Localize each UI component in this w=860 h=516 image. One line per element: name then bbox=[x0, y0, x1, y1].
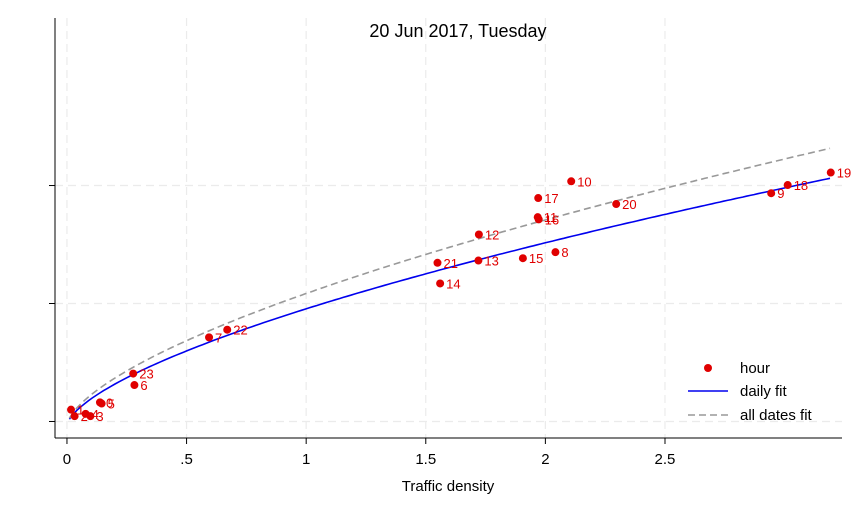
point-label: 14 bbox=[446, 276, 460, 291]
data-point bbox=[567, 177, 576, 186]
data-point bbox=[612, 200, 621, 209]
axes bbox=[54, 18, 842, 439]
x-tick-label: 2 bbox=[541, 451, 549, 468]
point-label: 23 bbox=[139, 367, 153, 382]
chart-title: 20 Jun 2017, Tuesday bbox=[369, 21, 546, 41]
legend-label: hour bbox=[740, 360, 770, 377]
point-label: 3 bbox=[96, 409, 103, 424]
point-label: 16 bbox=[545, 212, 559, 227]
data-point bbox=[70, 412, 79, 421]
point-label: 15 bbox=[529, 251, 543, 266]
data-point bbox=[130, 381, 139, 390]
point-label: 21 bbox=[443, 256, 457, 271]
y-ticks bbox=[49, 185, 55, 422]
data-point bbox=[436, 279, 445, 288]
data-point bbox=[205, 333, 214, 342]
x-axis-label: Traffic density bbox=[402, 478, 495, 495]
point-label: 11 bbox=[544, 210, 558, 225]
data-point bbox=[474, 230, 483, 239]
data-point bbox=[783, 181, 792, 190]
data-point bbox=[97, 399, 106, 408]
point-label: 1 bbox=[77, 403, 84, 418]
legend: hour daily fit all dates fit bbox=[688, 360, 813, 424]
point-label: 5 bbox=[108, 397, 115, 412]
data-point bbox=[474, 256, 483, 265]
data-point bbox=[767, 189, 776, 198]
point-label: 7 bbox=[215, 330, 222, 345]
point-label: 18 bbox=[794, 178, 808, 193]
point-label: 9 bbox=[777, 186, 784, 201]
point-label: 10 bbox=[577, 174, 591, 189]
x-tick-label: 1 bbox=[302, 451, 310, 468]
all-dates-fit-line bbox=[68, 147, 831, 419]
point-label: 12 bbox=[485, 227, 499, 242]
x-tick-label: .5 bbox=[180, 451, 193, 468]
point-label: 17 bbox=[544, 191, 558, 206]
data-point bbox=[223, 325, 232, 334]
x-tick-label: 0 bbox=[63, 451, 71, 468]
grid bbox=[55, 18, 842, 438]
legend-label: all dates fit bbox=[740, 407, 813, 424]
point-label: 6 bbox=[140, 378, 147, 393]
data-point bbox=[129, 369, 138, 378]
point-label: 20 bbox=[622, 197, 636, 212]
data-point bbox=[534, 215, 543, 224]
point-label: 8 bbox=[561, 245, 568, 260]
daily-fit-line bbox=[68, 177, 831, 420]
point-label: 4 bbox=[92, 407, 99, 422]
data-point bbox=[551, 248, 560, 257]
x-ticks: 0 .5 1 1.5 2 2.5 bbox=[63, 438, 676, 468]
point-label: 0 bbox=[106, 395, 113, 410]
legend-label: daily fit bbox=[740, 383, 788, 400]
data-point bbox=[67, 405, 76, 414]
data-point bbox=[826, 168, 835, 177]
data-point bbox=[534, 194, 543, 203]
fit-lines bbox=[68, 147, 831, 420]
data-point bbox=[518, 254, 527, 263]
point-label: 13 bbox=[484, 254, 498, 269]
point-label: 22 bbox=[233, 323, 247, 338]
data-point bbox=[81, 409, 90, 418]
x-tick-label: 2.5 bbox=[655, 451, 676, 468]
x-tick-label: 1.5 bbox=[415, 451, 436, 468]
point-label: 19 bbox=[837, 166, 851, 181]
legend-marker-hour bbox=[704, 364, 712, 372]
data-point bbox=[433, 258, 442, 267]
data-points: 01234567891011121314151617181920212223 bbox=[67, 166, 851, 424]
